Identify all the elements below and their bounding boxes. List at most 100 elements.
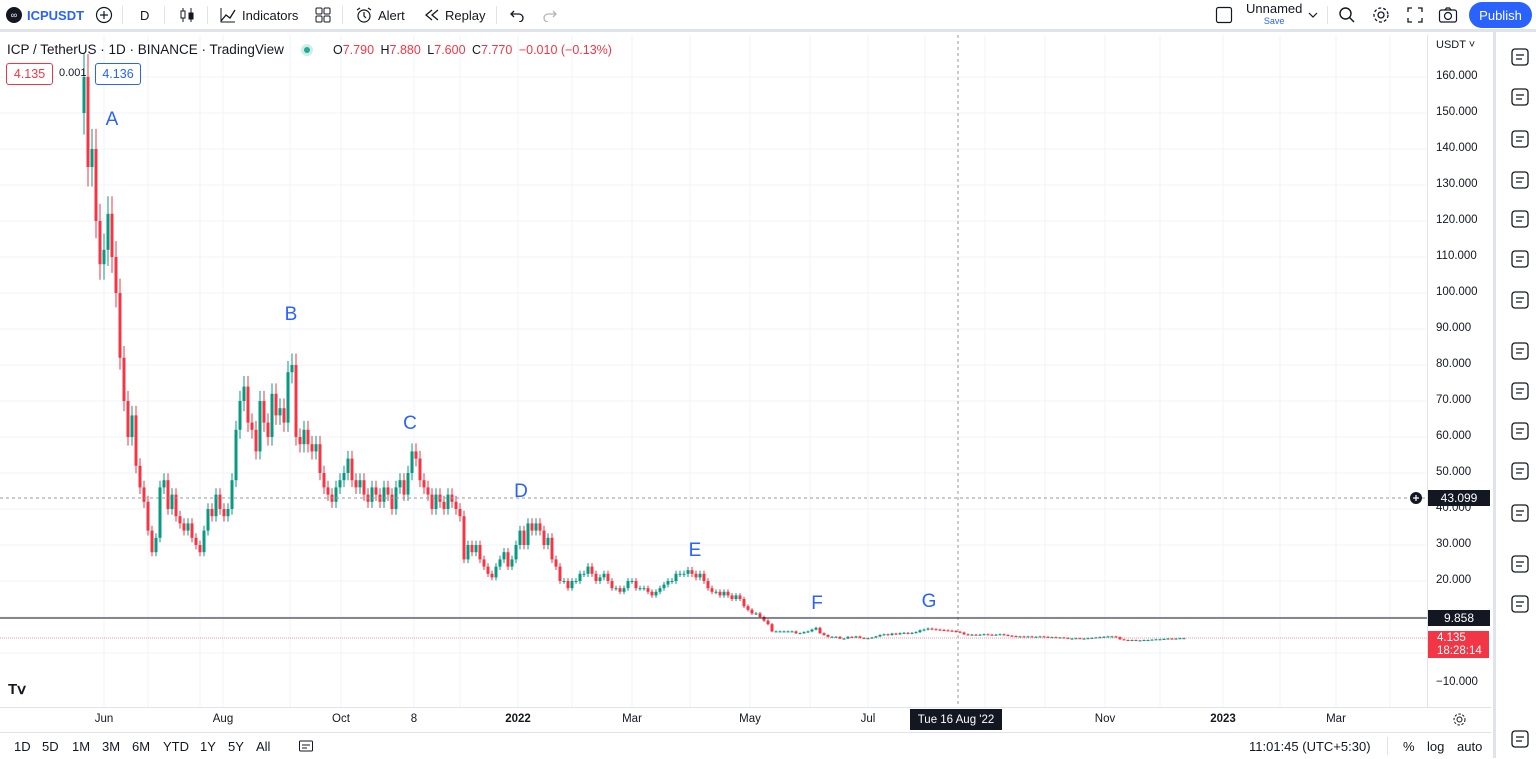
- clock-timezone[interactable]: 11:01:45 (UTC+5:30): [1249, 738, 1371, 754]
- range-button-ytd[interactable]: YTD: [163, 738, 189, 754]
- watchlist-icon[interactable]: [1509, 46, 1529, 66]
- candle-body: [562, 581, 566, 582]
- range-button-3m[interactable]: 3M: [102, 738, 121, 754]
- layers-icon[interactable]: [1509, 728, 1529, 748]
- tradingview-logo[interactable]: T𝗏: [8, 680, 26, 698]
- chart-type-candles-icon[interactable]: [178, 0, 196, 30]
- candle-body: [742, 599, 746, 607]
- redo-icon[interactable]: [542, 0, 558, 30]
- layout-name-button[interactable]: Unnamed Save: [1246, 0, 1302, 30]
- sell-price-box[interactable]: 4.135: [6, 63, 53, 85]
- range-button-5y[interactable]: 5Y: [228, 738, 244, 754]
- candle-body: [290, 365, 294, 373]
- candle-body: [962, 632, 966, 635]
- range-button-5d[interactable]: 5D: [42, 738, 59, 754]
- candle-body: [170, 494, 174, 509]
- candle-body: [1082, 638, 1086, 640]
- hotlist-icon[interactable]: [1509, 208, 1529, 228]
- range-button-1d[interactable]: 1D: [14, 738, 31, 754]
- layout-templates-icon[interactable]: [314, 0, 332, 30]
- messages-icon[interactable]: [1509, 380, 1529, 400]
- candle-body: [218, 494, 222, 509]
- candle-body: [334, 487, 338, 502]
- order-panel-icon[interactable]: [1509, 593, 1529, 613]
- news-icon[interactable]: [1509, 128, 1529, 148]
- percent-toggle[interactable]: %: [1403, 738, 1415, 754]
- range-button-6m[interactable]: 6M: [132, 738, 151, 754]
- candle-body: [98, 221, 102, 265]
- candle-body: [678, 573, 682, 575]
- buy-price-box[interactable]: 4.136: [95, 63, 141, 85]
- wave-label-g: G: [922, 591, 937, 612]
- add-list-icon[interactable]: [1509, 169, 1529, 189]
- streams-icon[interactable]: [1509, 420, 1529, 440]
- candle-body: [814, 627, 818, 630]
- fullscreen-icon[interactable]: [1406, 0, 1424, 30]
- candle-body: [770, 624, 774, 632]
- calendar-icon[interactable]: [1509, 248, 1529, 268]
- currency-select[interactable]: USDT ˅: [1436, 39, 1476, 51]
- indicators-button[interactable]: Indicators: [219, 0, 298, 30]
- range-button-1y[interactable]: 1Y: [200, 738, 216, 754]
- trend-icon[interactable]: [1509, 553, 1529, 573]
- undo-icon[interactable]: [509, 0, 525, 30]
- candle-body: [818, 627, 822, 634]
- add-alert-plus-icon[interactable]: [1409, 491, 1423, 505]
- alert-button[interactable]: Alert: [355, 0, 405, 30]
- time-axis[interactable]: Jun Aug Oct 8 2022 Mar May Jul Nov 2023 Mar Tue 16…: [0, 707, 1491, 733]
- candle-body: [790, 631, 794, 633]
- chart-legend-title[interactable]: ICP / TetherUS · 1D · BINANCE · TradingV…: [7, 42, 310, 57]
- candle-body: [894, 633, 898, 635]
- time-tick-label: May: [739, 713, 761, 725]
- axis-settings-gear-icon[interactable]: [1452, 712, 1467, 732]
- candle-body: [194, 537, 198, 545]
- candle-body: [1066, 637, 1070, 639]
- candle-body: [1026, 636, 1030, 638]
- range-button-all[interactable]: All: [256, 738, 271, 754]
- date-range-icon[interactable]: [298, 733, 314, 759]
- chart-pane[interactable]: A B C D E F G: [0, 35, 1427, 707]
- candle-body: [1130, 640, 1134, 642]
- candle-body: [166, 480, 170, 509]
- price-tick-label: 20.000: [1436, 574, 1472, 586]
- candle-body: [486, 566, 490, 574]
- layout-select-checkbox-icon[interactable]: [1215, 0, 1233, 30]
- candle-body: [1154, 639, 1158, 641]
- alarm-clock-icon[interactable]: [1509, 86, 1529, 106]
- interval-button[interactable]: D: [140, 7, 150, 23]
- candle-body: [406, 473, 410, 495]
- range-button-1m[interactable]: 1M: [72, 738, 91, 754]
- chevron-down-icon[interactable]: [1308, 0, 1318, 30]
- gear-icon[interactable]: [1371, 0, 1391, 30]
- broadcast-icon[interactable]: [1509, 460, 1529, 480]
- camera-icon[interactable]: [1438, 0, 1458, 30]
- auto-toggle[interactable]: auto: [1457, 738, 1483, 754]
- chart-grid: [0, 35, 1427, 707]
- candle-body: [934, 629, 938, 631]
- last-price-tag: 4.135 18:28:14: [1428, 631, 1489, 658]
- replay-button[interactable]: Replay: [424, 0, 485, 30]
- candle-body: [690, 570, 694, 574]
- compare-add-icon[interactable]: [94, 0, 114, 30]
- candle-body: [162, 480, 166, 488]
- candle-body: [1170, 638, 1174, 640]
- candle-body: [478, 545, 482, 560]
- symbol-search-button[interactable]: ∞ ICPUSDT: [6, 0, 84, 30]
- notifications-icon[interactable]: [1509, 502, 1529, 522]
- bottom-toolbar: 1D 5D 1M 3M 6M YTD 1Y 5Y All 11:01:45 (UTC+5:30)…: [0, 732, 1491, 759]
- price-axis[interactable]: USDT ˅ 160.000 150.000 140.000 130.000 120.0…: [1427, 35, 1492, 707]
- publish-button[interactable]: Publish: [1469, 2, 1532, 28]
- search-icon[interactable]: [1338, 0, 1356, 30]
- indicators-icon: [220, 8, 236, 23]
- chat-icon[interactable]: [1509, 340, 1529, 360]
- candle-body: [326, 487, 330, 495]
- time-tick-label: 2023: [1210, 713, 1236, 725]
- candle-body: [858, 636, 862, 638]
- candle-body: [850, 636, 854, 638]
- candle-body: [762, 617, 766, 621]
- candle-body: [186, 523, 190, 531]
- log-toggle[interactable]: log: [1427, 738, 1445, 754]
- candle-body: [882, 634, 886, 636]
- symbol-name: ICPUSDT: [27, 7, 85, 23]
- ideas-icon[interactable]: [1509, 289, 1529, 309]
